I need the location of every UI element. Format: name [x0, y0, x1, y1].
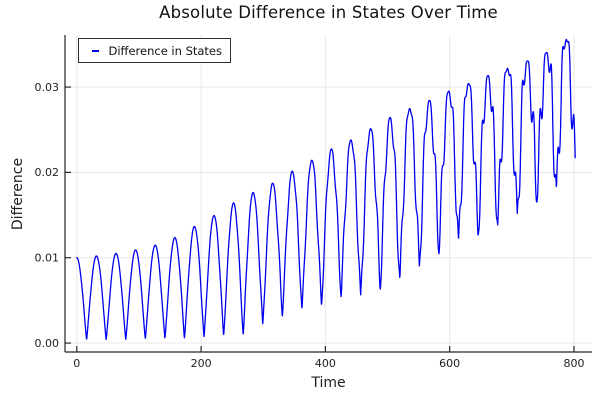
legend-label: Difference in States: [108, 43, 222, 58]
svg-text:400: 400: [315, 357, 336, 370]
legend: Difference in States: [78, 38, 231, 63]
svg-text:0.00: 0.00: [35, 337, 60, 350]
svg-text:0.02: 0.02: [35, 166, 60, 179]
svg-text:800: 800: [563, 357, 584, 370]
legend-line-icon: [92, 49, 100, 52]
svg-text:200: 200: [191, 357, 212, 370]
svg-text:600: 600: [439, 357, 460, 370]
svg-text:0.01: 0.01: [35, 252, 60, 265]
svg-text:0.03: 0.03: [35, 81, 60, 94]
svg-text:0: 0: [73, 357, 80, 370]
x-axis-label: Time: [311, 375, 346, 391]
y-axis-label: Difference: [10, 157, 26, 231]
chart-title: Absolute Difference in States Over Time: [159, 3, 498, 22]
